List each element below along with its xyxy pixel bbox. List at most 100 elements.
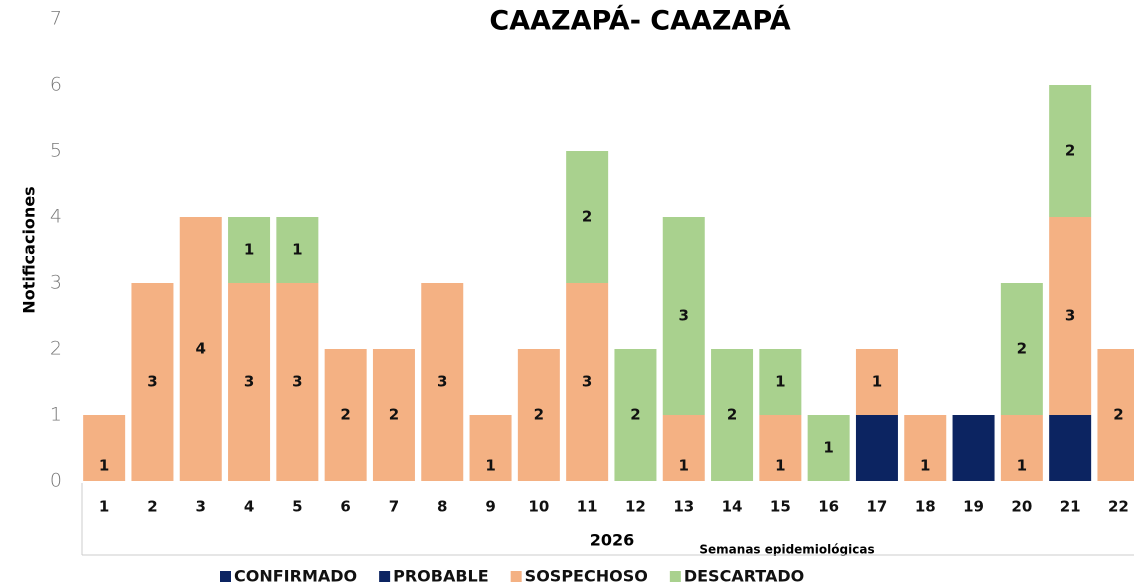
data-label: 1	[679, 457, 689, 475]
data-label: 1	[485, 457, 495, 475]
x-tick-label: 12	[625, 498, 646, 516]
bar-segment	[952, 415, 995, 481]
bar-segment	[855, 349, 898, 415]
bar-segment	[469, 415, 512, 481]
x-group-label: 2026	[590, 531, 635, 550]
x-tick-label: 13	[673, 498, 694, 516]
data-label: 3	[147, 373, 157, 391]
data-label: 4	[196, 340, 206, 358]
legend-swatch	[220, 571, 231, 582]
data-label: 2	[582, 208, 592, 226]
bar-segment	[1049, 217, 1092, 415]
x-tick-label: 1	[99, 498, 109, 516]
x-tick-label: 8	[437, 498, 447, 516]
x-tick-label: 17	[867, 498, 888, 516]
bar-segment	[566, 283, 609, 481]
x-tick-label: 11	[577, 498, 598, 516]
y-tick-label: 2	[50, 338, 62, 360]
data-label: 2	[1017, 340, 1027, 358]
bar-segment	[759, 415, 802, 481]
bar-segment	[711, 349, 754, 481]
x-tick-label: 15	[770, 498, 791, 516]
data-label: 3	[244, 373, 254, 391]
data-label: 2	[630, 406, 640, 424]
bar-segment	[228, 283, 271, 481]
data-label: 3	[437, 373, 447, 391]
x-tick-label: 7	[389, 498, 399, 516]
x-tick-label: 14	[722, 498, 743, 516]
legend-label: SOSPECHOSO	[525, 567, 648, 586]
data-label: 1	[823, 439, 833, 457]
bar-segment	[179, 217, 222, 481]
bar-segment	[1049, 415, 1092, 481]
bar-segment	[1049, 85, 1092, 217]
bar-segment	[1000, 415, 1043, 481]
bar-segment	[228, 217, 271, 283]
data-label: 2	[389, 406, 399, 424]
x-tick-label: 6	[340, 498, 350, 516]
x-tick-label: 5	[292, 498, 302, 516]
x-tick-label: 2	[147, 498, 157, 516]
data-label: 1	[775, 457, 785, 475]
data-label: 1	[292, 241, 302, 259]
bar-segment	[759, 349, 802, 415]
data-label: 1	[920, 457, 930, 475]
bar-segment	[904, 415, 947, 481]
y-axis-label: Notificaciones	[20, 186, 39, 313]
bar-segment	[131, 283, 174, 481]
bar-segment	[614, 349, 657, 481]
legend-swatch	[379, 571, 391, 582]
x-tick-label: 3	[196, 498, 206, 516]
bar-segment	[83, 415, 126, 481]
y-tick-label: 3	[50, 272, 62, 294]
y-tick-label: 7	[50, 8, 62, 30]
bar-segment	[276, 283, 319, 481]
legend-swatch	[669, 571, 681, 582]
bar-segment	[517, 349, 560, 481]
data-label: 2	[1065, 142, 1075, 160]
data-label: 1	[99, 457, 109, 475]
bar-segment	[1000, 283, 1043, 415]
bar-segment	[855, 415, 898, 481]
legend-label: PROBABLE	[393, 567, 489, 586]
data-label: 3	[292, 373, 302, 391]
bar-segment	[421, 283, 464, 481]
x-tick-label: 18	[915, 498, 936, 516]
bar-segment	[662, 415, 705, 481]
y-tick-label: 6	[50, 74, 62, 96]
x-tick-label: 20	[1011, 498, 1032, 516]
data-label: 1	[1017, 457, 1027, 475]
bar-segment	[1097, 349, 1134, 481]
x-tick-label: 21	[1060, 498, 1081, 516]
data-label: 2	[534, 406, 544, 424]
data-label: 1	[872, 373, 882, 391]
x-tick-label: 16	[818, 498, 839, 516]
x-tick-label: 10	[528, 498, 549, 516]
bar-segment	[372, 349, 415, 481]
data-label: 2	[1113, 406, 1123, 424]
y-tick-label: 0	[50, 470, 62, 492]
data-label: 3	[1065, 307, 1075, 325]
chart-title: CAAZAPÁ- CAAZAPÁ	[489, 5, 790, 37]
bar-segment	[807, 415, 850, 481]
y-tick-label: 1	[50, 404, 62, 426]
legend-swatch	[510, 571, 522, 582]
x-tick-label: 19	[963, 498, 984, 516]
legend-label: DESCARTADO	[684, 567, 804, 586]
x-tick-label: 4	[244, 498, 254, 516]
x-axis-label: Semanas epidemiológicas	[699, 543, 874, 557]
data-label: 3	[679, 307, 689, 325]
bar-segment	[276, 217, 319, 283]
bar-segment	[662, 217, 705, 415]
bar-segment	[324, 349, 367, 481]
data-label: 1	[775, 373, 785, 391]
y-tick-label: 5	[50, 140, 62, 162]
y-tick-label: 4	[50, 206, 62, 228]
x-tick-label: 22	[1108, 498, 1129, 516]
x-tick-label: 9	[485, 498, 495, 516]
data-label: 2	[727, 406, 737, 424]
bar-segment	[566, 151, 609, 283]
data-label: 1	[244, 241, 254, 259]
data-label: 2	[340, 406, 350, 424]
